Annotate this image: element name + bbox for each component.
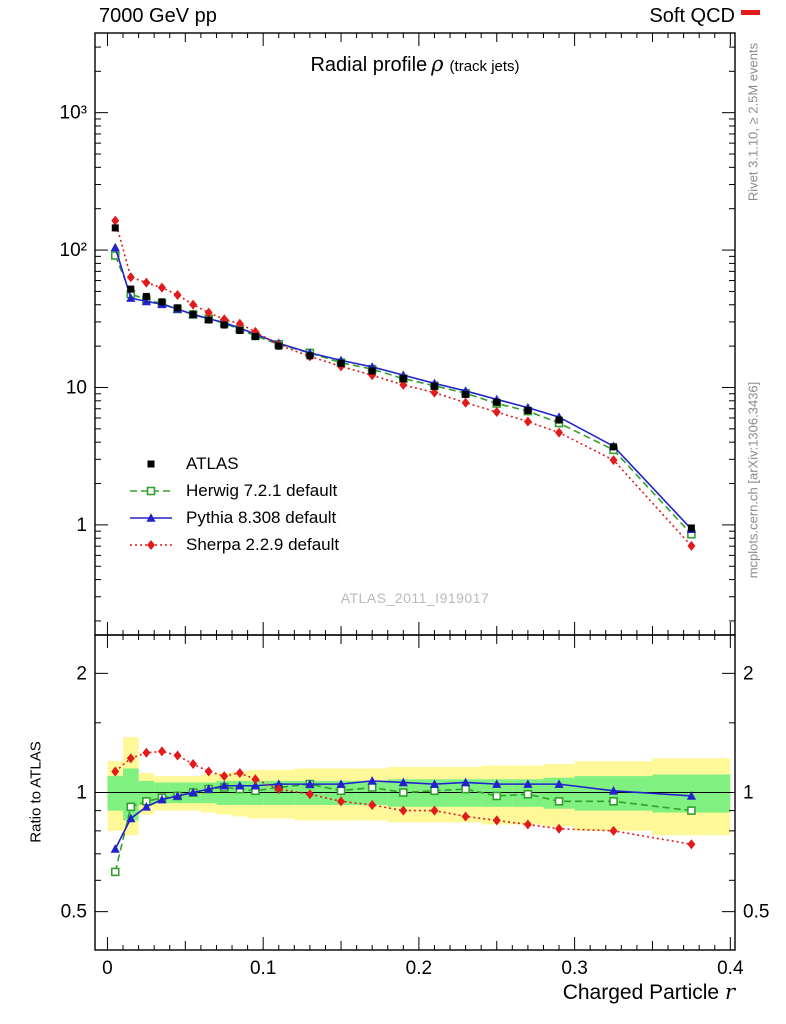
corner-red-mark bbox=[741, 10, 760, 15]
legend-item-sherpa: Sherpa 2.2.9 default bbox=[128, 531, 339, 558]
rivet-version-note: Rivet 3.1.10, ≥ 2.5M events bbox=[745, 42, 761, 202]
plot-title-main: Radial profile bbox=[310, 54, 428, 76]
legend-marker-herwig bbox=[130, 486, 172, 495]
x-axis-label-symbol: r bbox=[724, 980, 735, 1004]
legend-label: Herwig 7.2.1 default bbox=[186, 480, 338, 500]
x-tick-label: 0.4 bbox=[717, 958, 744, 979]
axis-ticks bbox=[95, 33, 735, 950]
legend-marker-pythia bbox=[130, 512, 172, 522]
legend-label: Pythia 8.308 default bbox=[186, 507, 337, 527]
y-tick-label-top: 10 bbox=[66, 377, 87, 398]
mcplots-arxiv-note: mcplots.cern.ch [arXiv:1306.3436] bbox=[745, 381, 761, 579]
panel-frames bbox=[94, 32, 736, 951]
data-series bbox=[110, 215, 696, 877]
plot-title: Radial profile ρ (track jets) bbox=[310, 52, 519, 77]
analysis-id-watermark: ATLAS_2011_I919017 bbox=[340, 590, 490, 606]
legend-marker-atlas bbox=[147, 460, 155, 467]
y-tick-label-ratio-right: 0.5 bbox=[743, 902, 769, 923]
beam-energy-label: 7000 GeV pp bbox=[99, 5, 217, 27]
legend-marker-sherpa bbox=[130, 539, 172, 550]
x-tick-label: 0.2 bbox=[406, 958, 432, 979]
ratio-series-sherpa bbox=[111, 746, 696, 850]
top-series-atlas bbox=[111, 224, 695, 532]
ratio-series-pythia bbox=[110, 776, 696, 853]
y-tick-label-top: 10² bbox=[60, 240, 87, 261]
y-tick-label-ratio-left: 2 bbox=[76, 663, 87, 684]
axis-tick-labels: 0 0.1 0.2 0.3 0.4 1 10 10² 10³ 0.5 0.5 1 1 2 2 bbox=[60, 103, 770, 979]
legend-item-herwig: Herwig 7.2.1 default bbox=[128, 477, 339, 504]
x-axis-label: Charged Particle r bbox=[563, 980, 735, 1005]
y-tick-label-ratio-right: 1 bbox=[743, 783, 754, 804]
x-tick-label: 0 bbox=[102, 958, 113, 979]
legend-item-pythia: Pythia 8.308 default bbox=[128, 504, 339, 531]
ratio-y-axis-label: Ratio to ATLAS bbox=[27, 741, 45, 843]
ratio-uncertainty-bands bbox=[107, 737, 731, 836]
x-tick-label: 0.1 bbox=[250, 958, 276, 979]
x-axis-label-main: Charged Particle bbox=[562, 981, 720, 1004]
legend-label: Sherpa 2.2.9 default bbox=[186, 534, 340, 554]
y-tick-label-ratio-left: 0.5 bbox=[61, 902, 87, 923]
y-tick-label-top: 1 bbox=[76, 515, 87, 536]
y-tick-label-top: 10³ bbox=[60, 103, 87, 124]
legend-label: ATLAS bbox=[186, 453, 239, 473]
process-group-label: Soft QCD bbox=[649, 5, 735, 27]
y-tick-label-ratio-right: 2 bbox=[743, 663, 754, 684]
legend-item-atlas: ATLAS bbox=[128, 450, 339, 477]
legend: ATLAS Herwig 7.2.1 default Pythia 8.308 de… bbox=[128, 450, 339, 558]
x-tick-label: 0.3 bbox=[561, 958, 587, 979]
y-tick-label-ratio-left: 1 bbox=[76, 783, 87, 804]
rho-symbol: ρ bbox=[431, 52, 444, 76]
plot-title-suffix: (track jets) bbox=[449, 58, 520, 75]
